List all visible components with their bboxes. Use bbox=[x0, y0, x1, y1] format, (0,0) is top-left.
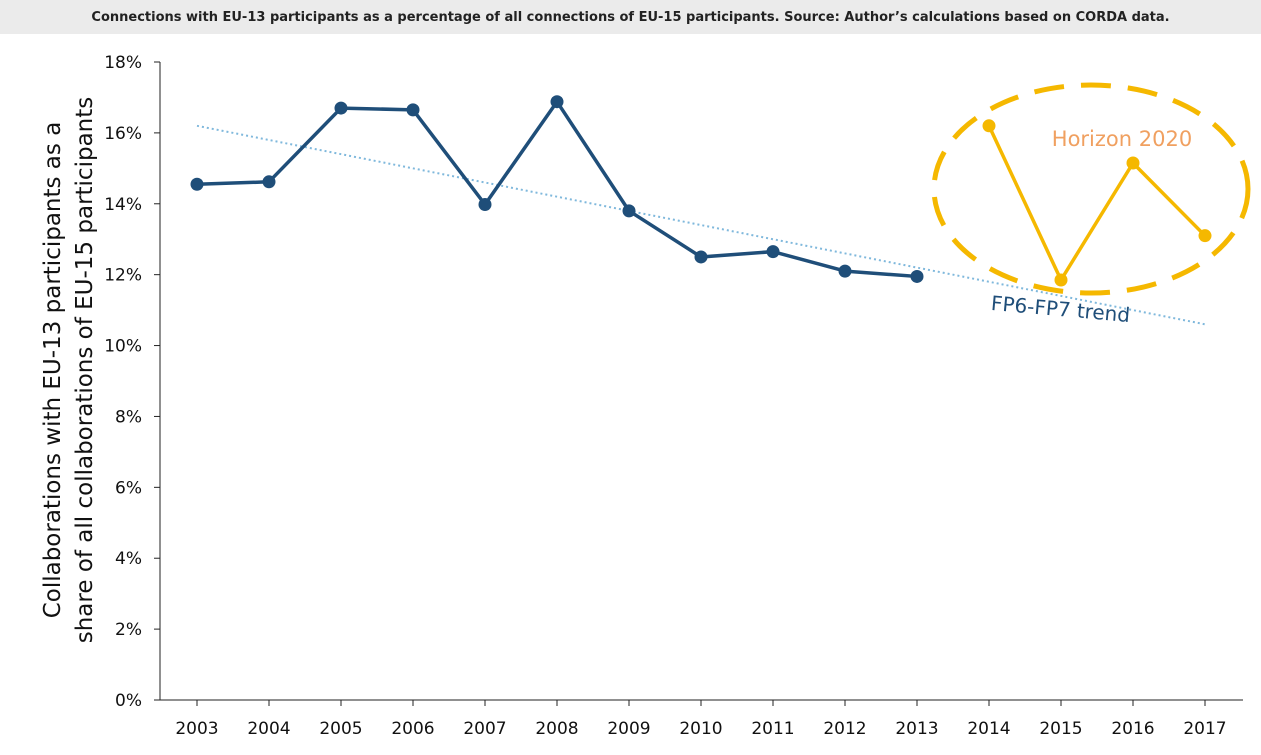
y-axis-label-line-1: Collaborations with EU-13 participants a… bbox=[40, 122, 66, 619]
caption-bar: Connections with EU-13 participants as a… bbox=[0, 0, 1261, 34]
x-tick-label: 2013 bbox=[895, 719, 938, 739]
x-ticks: 2003 2004 2005 2006 2007 2008 2009 2010 2011 2012… bbox=[175, 700, 1227, 739]
x-tick-label: 2017 bbox=[1183, 719, 1226, 739]
y-tick-label: 4% bbox=[115, 549, 142, 569]
fp-series-line bbox=[196, 99, 918, 279]
trend-line bbox=[196, 124, 1206, 326]
x-tick-label: 2003 bbox=[175, 719, 218, 739]
y-tick-label: 2% bbox=[115, 620, 142, 640]
x-tick-label: 2007 bbox=[463, 719, 506, 739]
y-tick-label: 6% bbox=[115, 478, 142, 498]
x-tick-label: 2016 bbox=[1111, 719, 1154, 739]
fp-series-point bbox=[694, 250, 708, 264]
line-chart: Collaborations with EU-13 participants a… bbox=[40, 53, 1251, 739]
fp-series-point bbox=[406, 103, 420, 117]
horizon-2020-label: Horizon 2020 bbox=[1052, 127, 1192, 151]
y-tick-label: 16% bbox=[104, 124, 142, 144]
fp-series-point bbox=[262, 175, 276, 189]
series-group bbox=[190, 95, 1212, 287]
y-tick-label: 8% bbox=[115, 407, 142, 427]
fp-series-point bbox=[910, 269, 924, 283]
x-tick-label: 2006 bbox=[391, 719, 434, 739]
fp-series-point bbox=[766, 245, 780, 259]
x-tick-label: 2014 bbox=[967, 719, 1010, 739]
horizon-2020-series-point bbox=[1126, 156, 1140, 170]
y-tick-label: 0% bbox=[115, 691, 142, 711]
fp-series-point bbox=[478, 197, 492, 211]
x-tick-label: 2011 bbox=[751, 719, 794, 739]
x-tick-label: 2005 bbox=[319, 719, 362, 739]
y-axis-label: Collaborations with EU-13 participants a… bbox=[40, 97, 98, 644]
y-axis-label-line-2: share of all collaborations of EU-15 par… bbox=[72, 97, 98, 644]
horizon-2020-highlight-ellipse bbox=[931, 82, 1251, 296]
y-tick-label: 14% bbox=[104, 195, 142, 215]
horizon-2020-series-line bbox=[987, 125, 1207, 282]
horizon-2020-series-point bbox=[982, 119, 996, 133]
horizon-2020-series-point bbox=[1198, 229, 1212, 243]
x-tick-label: 2009 bbox=[607, 719, 650, 739]
fp-series-point bbox=[190, 177, 204, 191]
fp-series-point bbox=[838, 264, 852, 278]
fp-series-point bbox=[550, 95, 564, 109]
x-tick-label: 2012 bbox=[823, 719, 866, 739]
figure-caption: Connections with EU-13 participants as a… bbox=[91, 9, 1170, 25]
x-tick-label: 2008 bbox=[535, 719, 578, 739]
horizon-2020-series-point bbox=[1054, 273, 1068, 287]
y-tick-label: 10% bbox=[104, 337, 142, 357]
y-ticks: 0% 2% 4% 6% 8% 10% 12% 14% 16% 18% bbox=[104, 53, 160, 711]
y-tick-label: 18% bbox=[104, 53, 142, 73]
trend-label: FP6-FP7 trend bbox=[990, 291, 1131, 327]
fp-series-point bbox=[334, 101, 348, 115]
x-tick-label: 2015 bbox=[1039, 719, 1082, 739]
fp-series-point bbox=[622, 204, 636, 218]
y-tick-label: 12% bbox=[104, 266, 142, 286]
x-tick-label: 2010 bbox=[679, 719, 722, 739]
x-tick-label: 2004 bbox=[247, 719, 290, 739]
